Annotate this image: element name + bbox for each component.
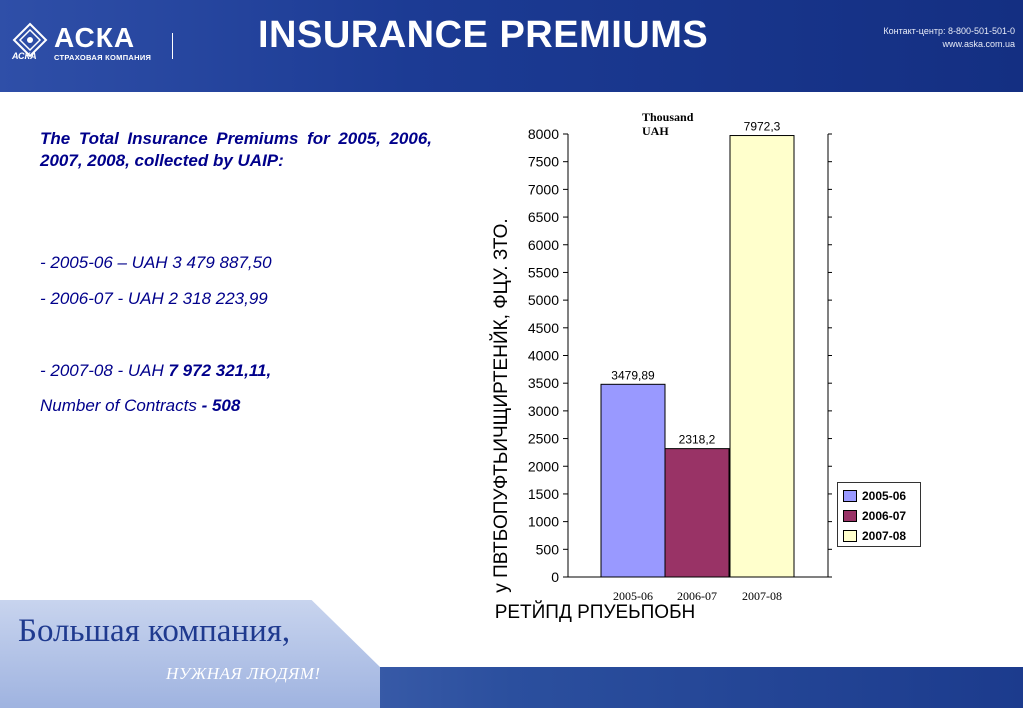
footer-slogan-panel <box>0 600 380 708</box>
legend-swatch <box>843 510 857 522</box>
y-tick-label: 3500 <box>528 375 559 391</box>
contracts-label: Number of Contracts <box>40 396 202 415</box>
y-tick-label: 7500 <box>528 154 559 170</box>
slogan-sub: НУЖНАЯ ЛЮДЯМ! <box>166 664 321 683</box>
legend-item: 2006-07 <box>843 508 906 524</box>
chart-legend: 2005-06 2006-07 2007-08 <box>837 482 921 547</box>
contracts-line: Number of Contracts - 508 <box>40 396 240 416</box>
premium-line-2006: - 2006-07 - UAH 2 318 223,99 <box>40 289 268 308</box>
y-tick-label: 4000 <box>528 348 559 364</box>
bar <box>664 448 730 578</box>
legend-swatch <box>843 490 857 502</box>
bar <box>600 383 666 578</box>
slogan-main: Большая компания, <box>18 613 291 649</box>
bar <box>729 135 795 578</box>
y-axis-label: у ПВТБОПУФТЬИЧЩИРТЕНЙК, ФЦУ. ЗТО. <box>490 218 512 592</box>
header-bar: АСКА АСКА СТРАХОВАЯ КОМПАНИЯ INSURANCE P… <box>0 0 1023 92</box>
x-tick-label: 2007-08 <box>742 589 782 603</box>
x-tick-label: 2005-06 <box>613 589 653 603</box>
bar-value-label: 7972,3 <box>744 120 781 134</box>
premium-line-2005: - 2005-06 – UAH 3 479 887,50 <box>40 253 272 272</box>
contact-center: Контакт-центр: 8-800-501-501-0 <box>883 26 1015 36</box>
premium-line-2007-value: 7 972 321,11, <box>168 361 272 380</box>
intro-text: The Total Insurance Premiums for 2005, 2… <box>40 129 432 170</box>
legend-label: 2006-07 <box>862 509 907 523</box>
unit-label-line: UAH <box>642 124 669 138</box>
y-tick-label: 0 <box>551 569 559 585</box>
y-tick-label: 2500 <box>528 431 559 447</box>
premiums-bar-chart: 0 500 1000 1500 2000 2500 3000 3500 4000 4500 5000… <box>490 110 832 623</box>
y-tick-label: 6500 <box>528 209 559 225</box>
x-axis-label: РЕТЙПД РПУЕЬПОБН <box>495 601 696 623</box>
y-tick-label: 1000 <box>528 514 559 530</box>
header-divider <box>172 33 173 59</box>
legend-item: 2007-08 <box>843 528 906 544</box>
contracts-value: - 508 <box>201 396 241 415</box>
legend-swatch <box>843 530 857 542</box>
y-tick-label: 500 <box>536 541 560 557</box>
y-tick-label: 5500 <box>528 264 559 280</box>
legend-label: 2007-08 <box>862 529 907 543</box>
logo-name: АСКА <box>54 22 136 53</box>
x-tick-label: 2006-07 <box>677 589 717 603</box>
unit-label-line: Thousand <box>642 110 694 124</box>
y-tick-label: 5000 <box>528 292 559 308</box>
legend-item: 2005-06 <box>843 488 906 504</box>
y-tick-label: 8000 <box>528 126 559 142</box>
logo-ribbon: АСКА <box>12 51 37 61</box>
logo-subtitle: СТРАХОВАЯ КОМПАНИЯ <box>54 53 152 62</box>
website-link[interactable]: www.aska.com.ua <box>942 39 1015 49</box>
bar-value-label: 2318,2 <box>679 433 716 447</box>
y-tick-label: 1500 <box>528 486 559 502</box>
bar-value-label: 3479,89 <box>611 368 655 382</box>
y-tick-label: 7000 <box>528 181 559 197</box>
y-tick-label: 6000 <box>528 237 559 253</box>
page-title: INSURANCE PREMIUMS <box>258 14 709 56</box>
legend-label: 2005-06 <box>862 489 907 503</box>
premium-line-2007-prefix: - 2007-08 - UAH <box>40 361 169 380</box>
company-logo-icon <box>12 22 48 58</box>
y-tick-label: 2000 <box>528 458 559 474</box>
premium-line-2007: - 2007-08 - UAH 7 972 321,11, <box>40 361 271 381</box>
y-tick-label: 3000 <box>528 403 559 419</box>
y-tick-label: 4500 <box>528 320 559 336</box>
